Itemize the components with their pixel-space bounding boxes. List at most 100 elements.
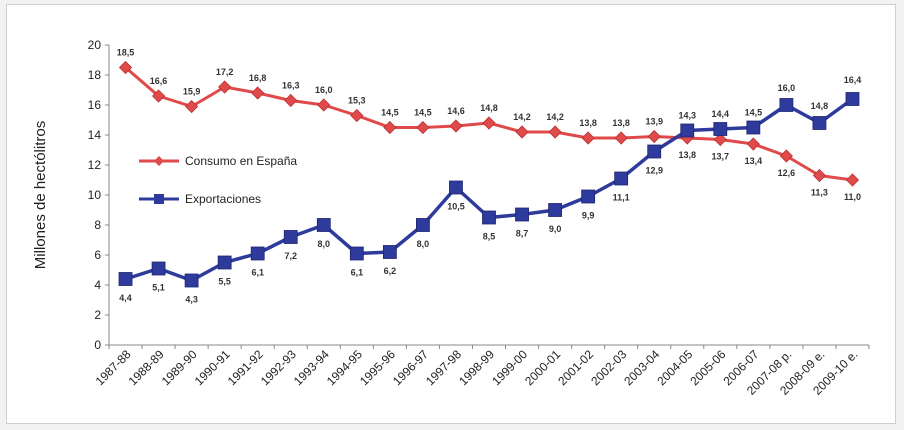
- data-label: 9,9: [582, 211, 595, 221]
- data-label: 13,7: [712, 152, 730, 162]
- consumo-marker: [350, 108, 364, 123]
- consumo-marker: [151, 89, 166, 103]
- x-tick-label: 1996-97: [390, 347, 431, 388]
- x-tick-label: 1991-92: [225, 347, 266, 388]
- consumo-marker: [317, 98, 331, 112]
- consumo-marker: [383, 120, 397, 135]
- data-label: 9,0: [549, 224, 562, 234]
- exportaciones-marker: [250, 246, 265, 261]
- consumo-marker: [845, 173, 860, 187]
- exportaciones-marker: [382, 245, 397, 259]
- exportaciones-marker: [515, 207, 529, 222]
- exportaciones-marker: [614, 171, 629, 186]
- exportaciones-marker: [217, 255, 232, 270]
- y-tick-label: 14: [88, 128, 102, 142]
- chart-data-labels: 18,5 16,6 15,9 17,2 16,8 16,3 16,0 15,3 14,5 14,5…: [117, 48, 861, 305]
- data-label: 15,3: [348, 96, 366, 106]
- data-label: 8,5: [483, 232, 496, 242]
- data-label: 18,5: [117, 48, 135, 58]
- data-label: 14,6: [447, 106, 465, 116]
- consumo-marker: [218, 80, 232, 94]
- exportaciones-marker: [184, 273, 199, 288]
- data-label: 5,1: [152, 283, 165, 293]
- x-tick-label: 2004-05: [654, 347, 695, 388]
- x-tick-label: 1997-98: [423, 347, 464, 388]
- data-label: 12,9: [645, 166, 663, 176]
- data-label: 16,3: [282, 81, 300, 91]
- y-tick-label: 0: [94, 338, 101, 352]
- x-tick-label: 2005-06: [687, 347, 728, 388]
- data-label: 6,1: [251, 268, 264, 278]
- data-label: 13,9: [645, 117, 663, 127]
- data-label: 13,8: [612, 118, 630, 128]
- data-label: 17,2: [216, 67, 234, 77]
- data-label: 16,8: [249, 73, 267, 83]
- consumo-marker: [812, 168, 827, 183]
- exportaciones-marker: [812, 116, 827, 130]
- data-label: 6,2: [384, 266, 397, 276]
- data-label: 16,0: [315, 85, 333, 95]
- consumo-marker: [449, 119, 463, 133]
- data-label: 8,7: [516, 229, 529, 239]
- data-label: 11,1: [613, 193, 630, 203]
- consumo-marker: [515, 125, 529, 139]
- data-label: 16,4: [844, 75, 862, 85]
- consumo-marker: [548, 125, 562, 139]
- y-tick-label: 16: [88, 98, 102, 112]
- y-tick-label: 4: [94, 278, 101, 292]
- exportaciones-marker: [746, 120, 761, 135]
- x-tick-label: 1998-99: [456, 347, 497, 388]
- x-tick-label: 2001-02: [555, 347, 596, 388]
- data-label: 14,8: [811, 101, 829, 111]
- data-label: 14,8: [480, 103, 498, 113]
- exportaciones-marker: [316, 218, 331, 232]
- data-label: 12,6: [778, 168, 796, 178]
- legend-label-0: Consumo en España: [185, 154, 297, 168]
- exportaciones-marker: [449, 180, 463, 195]
- consumo-marker: [581, 131, 595, 145]
- data-label: 11,0: [844, 192, 861, 202]
- data-label: 7,2: [284, 251, 297, 261]
- data-label: 4,4: [119, 293, 132, 303]
- exportaciones-marker: [647, 144, 662, 159]
- x-tick-label: 1989-90: [159, 347, 200, 388]
- x-tick-label: 1999-00: [489, 347, 530, 388]
- data-label: 10,5: [447, 202, 465, 212]
- data-label: 6,1: [351, 268, 364, 278]
- exportaciones-marker: [118, 272, 133, 286]
- chart-markers: [118, 60, 860, 288]
- x-tick-label: 1987-88: [93, 347, 134, 388]
- data-label: 14,4: [712, 109, 730, 119]
- x-tick-label: 1990-91: [192, 347, 233, 388]
- data-label: 15,9: [183, 87, 201, 97]
- exportaciones-marker: [482, 210, 496, 225]
- data-label: 13,4: [745, 156, 763, 166]
- consumo-marker: [614, 131, 628, 145]
- y-tick-label: 6: [94, 248, 101, 262]
- data-label: 14,5: [414, 108, 432, 118]
- consumo-marker: [647, 129, 661, 144]
- data-label: 14,5: [381, 108, 399, 118]
- exportaciones-marker: [713, 122, 728, 136]
- line-chart: 024681012141618201987-881988-891989-9019…: [32, 38, 870, 398]
- y-tick-label: 2: [94, 308, 101, 322]
- x-tick-label: 2000-01: [522, 347, 563, 388]
- data-label: 14,5: [745, 108, 763, 118]
- legend-exportaciones-marker: [154, 194, 164, 204]
- legend-consumo-marker: [154, 156, 164, 166]
- consumo-marker: [416, 120, 430, 135]
- data-label: 14,2: [546, 112, 564, 122]
- y-tick-label: 12: [88, 158, 102, 172]
- exportaciones-marker: [349, 246, 364, 261]
- x-tick-label: 1995-96: [357, 347, 398, 388]
- consumo-marker: [251, 86, 265, 100]
- x-tick-label: 1993-94: [291, 347, 332, 388]
- data-label: 14,2: [513, 112, 531, 122]
- chart-frame: 0 2 4 6 8 10 12 14 16 18 20 1987-88 1988-89 1989-90 19…: [6, 4, 896, 424]
- consumo-marker: [713, 132, 727, 147]
- data-label: 5,5: [218, 277, 231, 287]
- x-tick-label: 2003-04: [621, 347, 662, 388]
- consumo-marker: [185, 99, 199, 114]
- x-tick-label: 1994-95: [324, 347, 365, 388]
- data-label: 11,3: [811, 188, 828, 198]
